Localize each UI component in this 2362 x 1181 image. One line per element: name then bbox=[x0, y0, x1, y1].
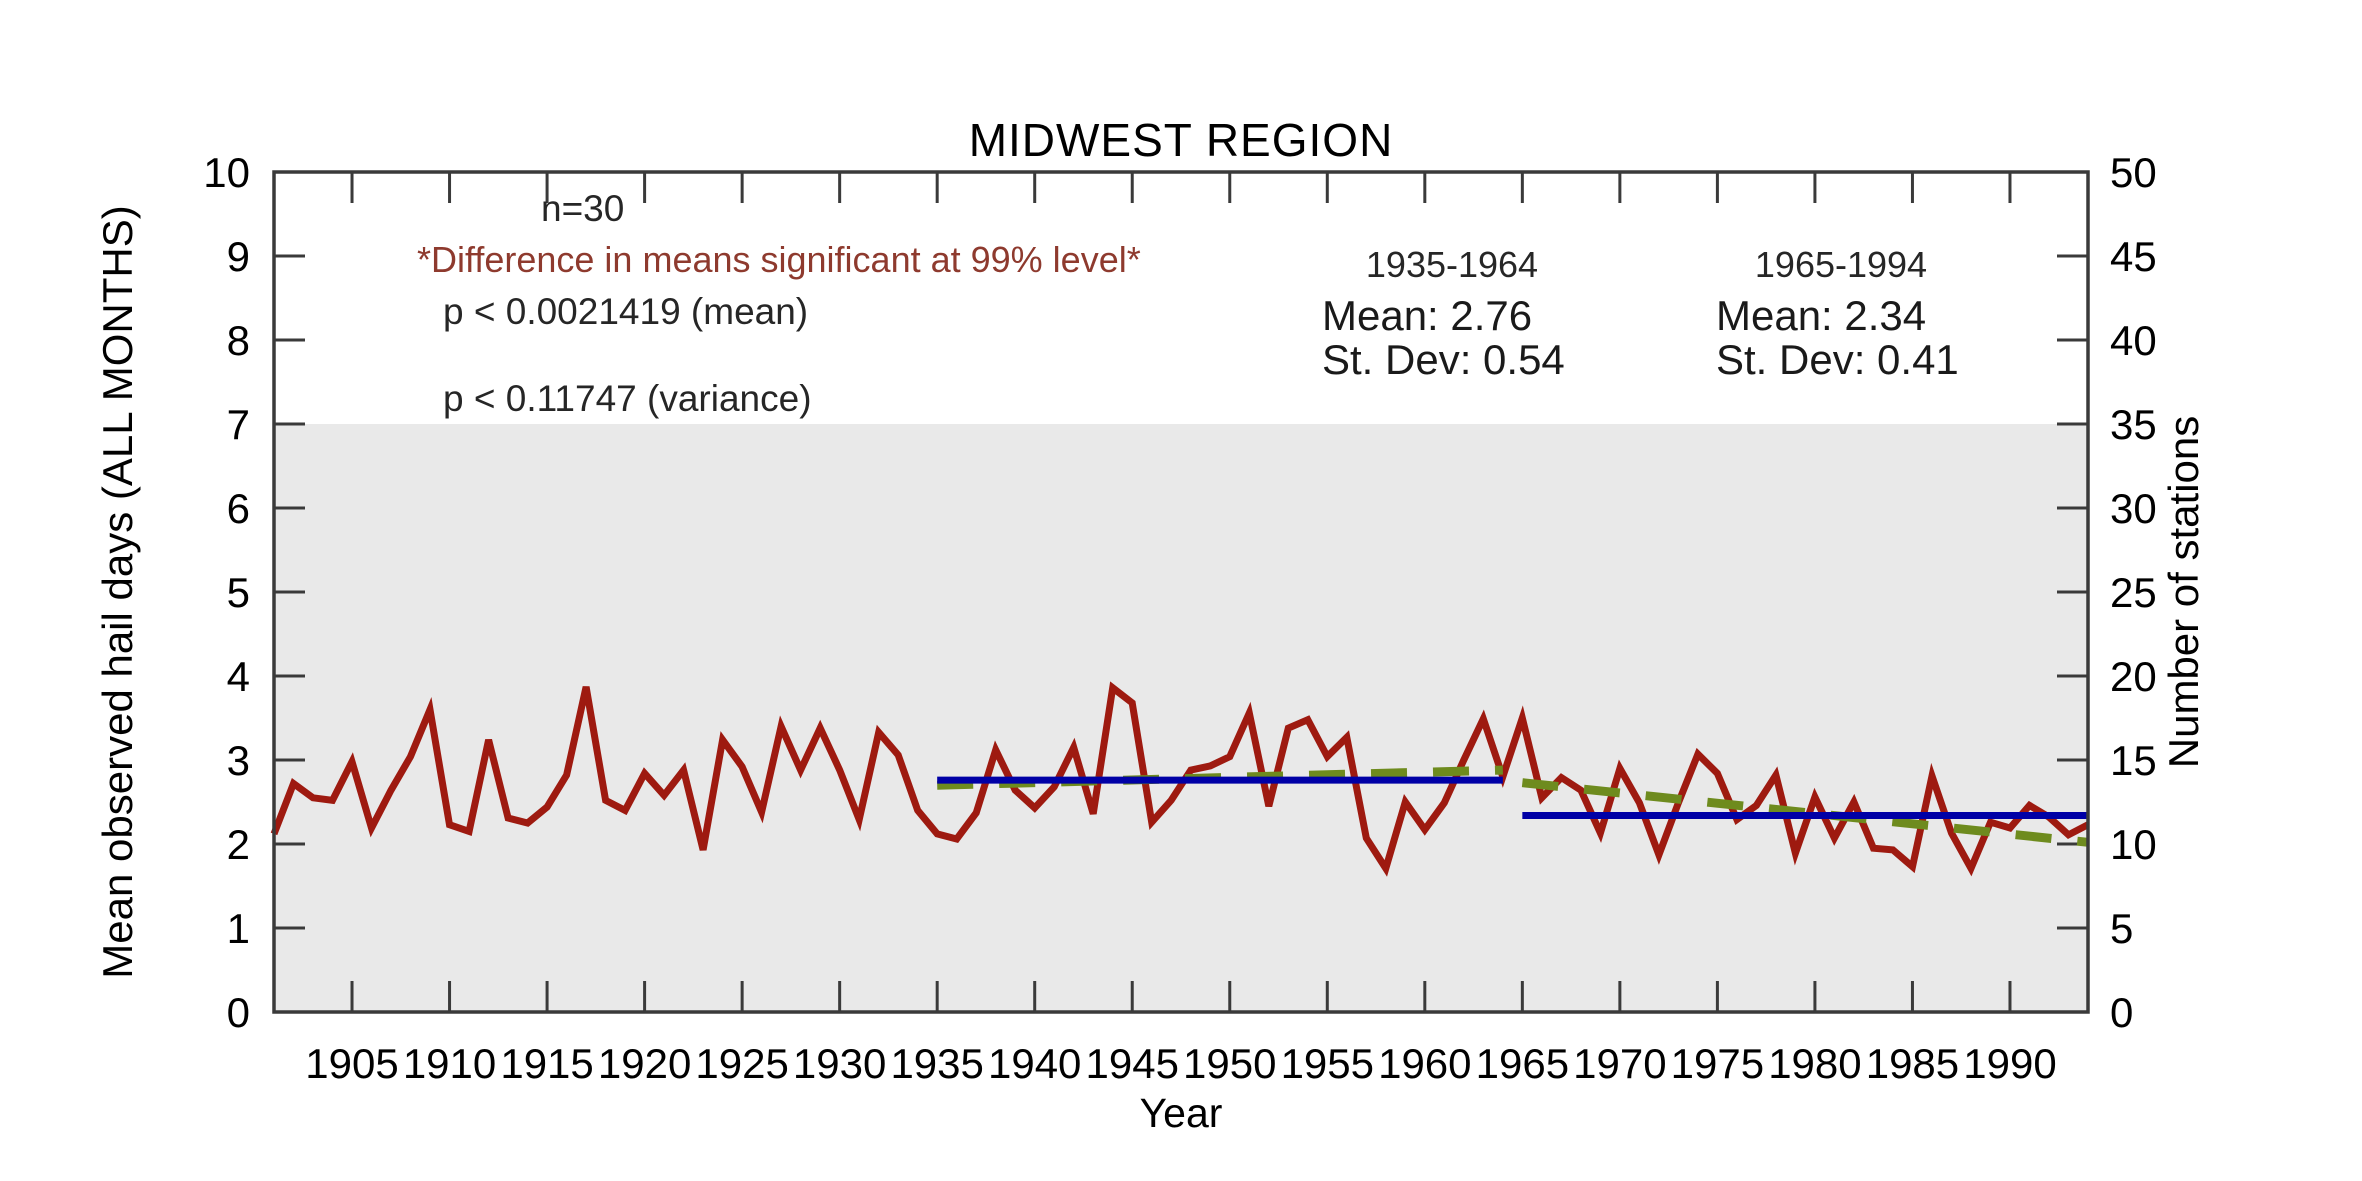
period-stats-1965-1994: 1965-1994 Mean: 2.34 St. Dev: 0.41 bbox=[1716, 244, 1966, 382]
x-tick-label: 1905 bbox=[305, 1040, 398, 1087]
y-axis-right-label: Number of stations bbox=[2160, 415, 2207, 769]
p-value-mean-note: p < 0.0021419 (mean) bbox=[443, 291, 809, 332]
trend-line bbox=[1521, 778, 2089, 847]
y-right-tick-label: 45 bbox=[2110, 233, 2157, 280]
y-right-tick-label: 35 bbox=[2110, 401, 2157, 448]
x-tick-label: 1990 bbox=[1963, 1040, 2056, 1087]
chart-title: MIDWEST REGION bbox=[968, 114, 1394, 166]
y-left-tick-label: 4 bbox=[227, 653, 250, 700]
period-stdev: St. Dev: 0.54 bbox=[1322, 336, 1565, 383]
x-axis-label: Year bbox=[1139, 1090, 1223, 1136]
period-stats-1935-1964: 1935-1964 Mean: 2.76 St. Dev: 0.54 bbox=[1322, 244, 1582, 382]
sample-size-note: n=30 bbox=[541, 188, 625, 229]
y-right-tick-label: 40 bbox=[2110, 317, 2157, 364]
y-left-tick-label: 5 bbox=[227, 569, 250, 616]
y-left-tick-label: 7 bbox=[227, 401, 250, 448]
y-left-tick-label: 6 bbox=[227, 485, 250, 532]
x-tick-label: 1985 bbox=[1866, 1040, 1959, 1087]
x-tick-label: 1920 bbox=[598, 1040, 691, 1087]
x-tick-label: 1940 bbox=[988, 1040, 1081, 1087]
p-value-variance-note: p < 0.11747 (variance) bbox=[443, 378, 812, 419]
y-right-tick-label: 25 bbox=[2110, 569, 2157, 616]
y-axis-left-label: Mean observed hail days (ALL MONTHS) bbox=[94, 205, 141, 979]
x-tick-label: 1965 bbox=[1476, 1040, 1569, 1087]
plot-frame bbox=[272, 170, 2090, 1014]
x-tick-label: 1935 bbox=[890, 1040, 983, 1087]
period-label: 1965-1994 bbox=[1754, 244, 1928, 285]
y-right-tick-label: 0 bbox=[2110, 989, 2133, 1036]
y-left-tick-label: 3 bbox=[227, 737, 250, 784]
y-right-tick-label: 20 bbox=[2110, 653, 2157, 700]
y-right-tick-label: 5 bbox=[2110, 905, 2133, 952]
y-right-tick-label: 15 bbox=[2110, 737, 2157, 784]
period-mean: Mean: 2.76 bbox=[1322, 292, 1533, 339]
period-stdev: St. Dev: 0.41 bbox=[1716, 336, 1959, 383]
y-left-tick-label: 9 bbox=[227, 233, 250, 280]
x-tick-label: 1955 bbox=[1281, 1040, 1374, 1087]
y-right-tick-label: 30 bbox=[2110, 485, 2157, 532]
y-left-tick-label: 10 bbox=[203, 149, 250, 196]
x-tick-label: 1980 bbox=[1768, 1040, 1861, 1087]
y-right-tick-label: 10 bbox=[2110, 821, 2157, 868]
x-tick-label: 1975 bbox=[1671, 1040, 1764, 1087]
y-right-tick-label: 50 bbox=[2110, 149, 2157, 196]
y-left-tick-label: 8 bbox=[227, 317, 250, 364]
y-left-tick-label: 1 bbox=[227, 905, 250, 952]
y-left-tick-label: 2 bbox=[227, 821, 250, 868]
x-tick-label: 1970 bbox=[1573, 1040, 1666, 1087]
x-tick-label: 1945 bbox=[1086, 1040, 1179, 1087]
significance-note: *Difference in means significant at 99% … bbox=[417, 239, 1141, 280]
x-tick-label: 1925 bbox=[695, 1040, 788, 1087]
x-tick-label: 1910 bbox=[403, 1040, 496, 1087]
period-label: 1935-1964 bbox=[1365, 244, 1539, 285]
y-left-tick-label: 0 bbox=[227, 989, 250, 1036]
x-tick-label: 1960 bbox=[1378, 1040, 1471, 1087]
period-mean: Mean: 2.34 bbox=[1716, 292, 1927, 339]
x-tick-label: 1930 bbox=[793, 1040, 886, 1087]
x-tick-label: 1915 bbox=[500, 1040, 593, 1087]
x-tick-label: 1950 bbox=[1183, 1040, 1276, 1087]
shaded-band bbox=[274, 424, 2088, 1012]
